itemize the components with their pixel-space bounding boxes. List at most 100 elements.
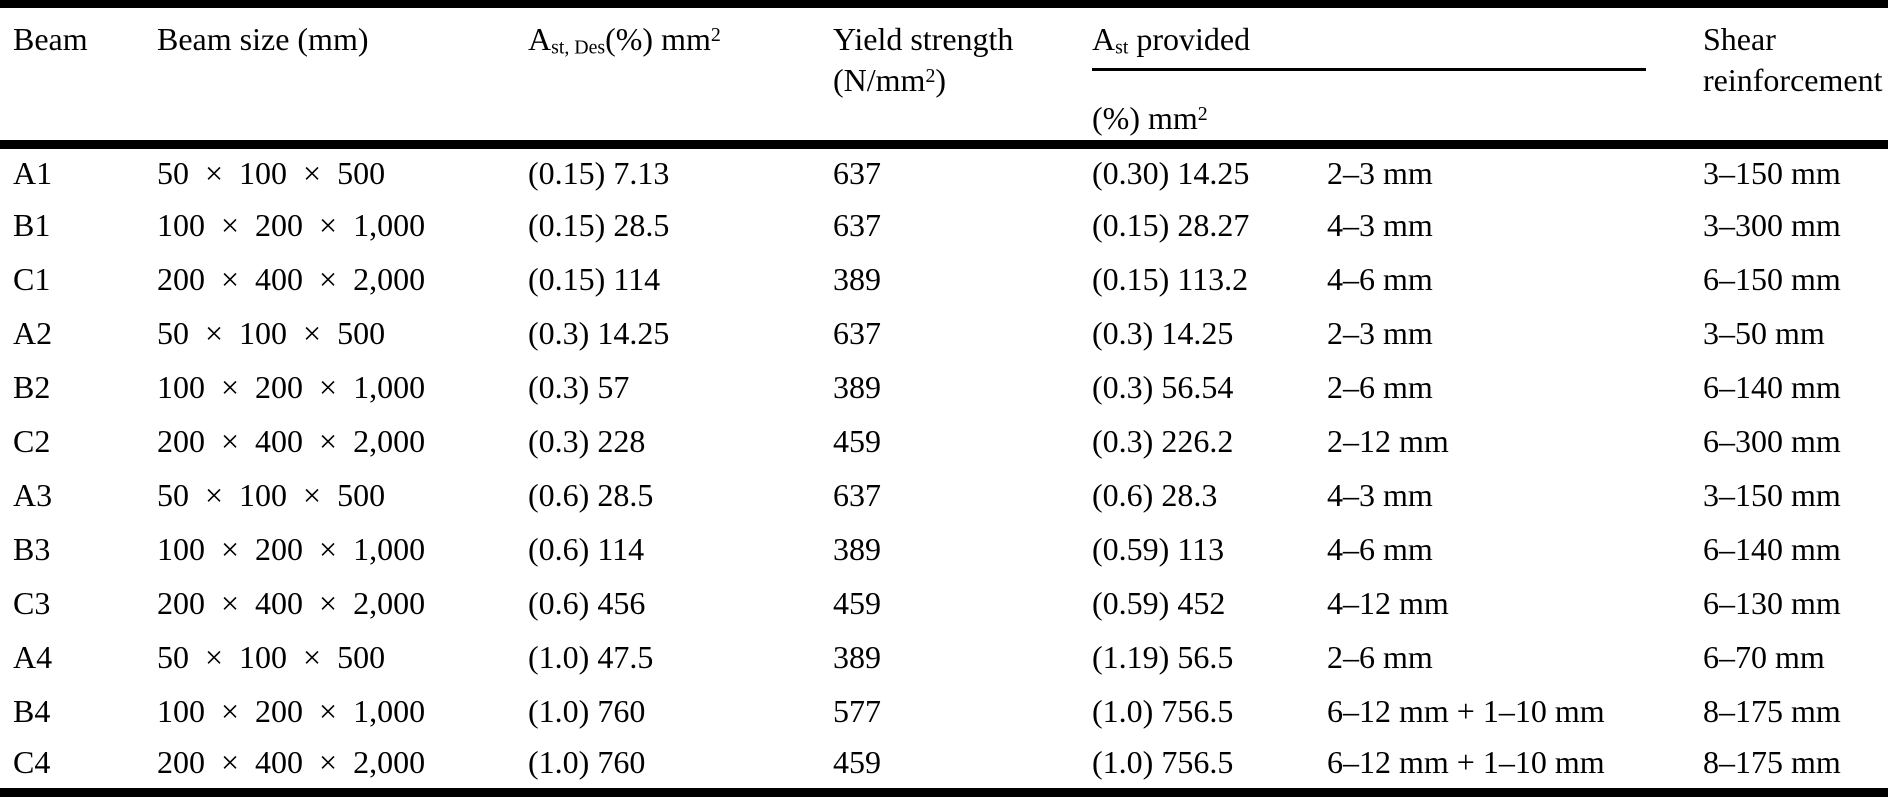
cell-yield-strength: 459 (833, 744, 881, 781)
col-header-beam-size: Beam size (mm) (157, 4, 528, 144)
cell-beam: C4 (13, 744, 51, 781)
cell-beam: C1 (13, 260, 51, 297)
cell-yield-strength: 577 (833, 692, 881, 729)
cell-beam: A1 (13, 154, 53, 191)
cell-shear-reinforcement: 3–300 mm (1703, 206, 1841, 243)
yield-unit-open: (N/mm (833, 62, 926, 98)
cell-beam-size: 100 × 200 × 1,000 (157, 368, 426, 405)
cell-yield-strength: 637 (833, 154, 881, 191)
table-row: C2 200 × 400 × 2,000 (0.3) 228 459 (0.3)… (0, 414, 1888, 468)
col-subheader-percent-mm2: (%) mm2 (1092, 71, 1703, 144)
table-row: A1 50 × 100 × 500 (0.15) 7.13 637 (0.30)… (0, 144, 1888, 198)
cell-ast-provided: (1.19) 56.5 (1092, 638, 1234, 675)
cell-beam-size: 50 × 100 × 500 (157, 314, 386, 351)
cell-ast-provided: (0.15) 28.27 (1092, 206, 1250, 243)
cell-beam: A4 (13, 638, 53, 675)
table-header: Beam Beam size (mm) Ast, Des(%) mm2 Yiel… (0, 4, 1888, 144)
ast-des-superscript: 2 (710, 24, 721, 47)
cell-bar-arrangement: 2–6 mm (1327, 638, 1433, 675)
cell-ast-des: (1.0) 760 (528, 692, 646, 729)
cell-beam-size: 200 × 400 × 2,000 (157, 744, 426, 781)
cell-beam: A3 (13, 476, 53, 513)
ast-des-unit: (%) mm (605, 21, 711, 57)
cell-shear-reinforcement: 8–175 mm (1703, 692, 1841, 729)
table-row: C3 200 × 400 × 2,000 (0.6) 456 459 (0.59… (0, 576, 1888, 630)
percent-mm2-superscript: 2 (1197, 103, 1208, 126)
cell-beam: A2 (13, 314, 53, 351)
cell-beam-size: 200 × 400 × 2,000 (157, 422, 426, 459)
cell-bar-arrangement: 6–12 mm + 1–10 mm (1327, 744, 1605, 781)
cell-bar-arrangement: 2–6 mm (1327, 368, 1433, 405)
cell-ast-des: (0.6) 28.5 (528, 476, 654, 513)
table-row: A4 50 × 100 × 500 (1.0) 47.5 389 (1.19) … (0, 630, 1888, 684)
cell-yield-strength: 459 (833, 584, 881, 621)
cell-bar-arrangement: 4–12 mm (1327, 584, 1449, 621)
col-header-ast-provided: Ast provided (1092, 4, 1703, 71)
cell-bar-arrangement: 6–12 mm + 1–10 mm (1327, 692, 1605, 729)
cell-yield-strength: 389 (833, 530, 881, 567)
cell-ast-des: (1.0) 47.5 (528, 638, 654, 675)
cell-beam: B4 (13, 692, 51, 729)
cell-ast-provided: (0.3) 56.54 (1092, 368, 1234, 405)
col-header-beam: Beam (0, 4, 157, 144)
cell-beam: C2 (13, 422, 51, 459)
shear-header-line2: reinforcement (1703, 62, 1883, 98)
table-row: B4 100 × 200 × 1,000 (1.0) 760 577 (1.0)… (0, 684, 1888, 738)
spanner-rule (1092, 68, 1646, 71)
cell-yield-strength: 459 (833, 422, 881, 459)
cell-ast-des: (0.6) 114 (528, 530, 645, 567)
cell-beam: C3 (13, 584, 51, 621)
yield-header-line1: Yield strength (833, 21, 1014, 57)
cell-beam-size: 100 × 200 × 1,000 (157, 530, 426, 567)
cell-shear-reinforcement: 8–175 mm (1703, 744, 1841, 781)
cell-ast-des: (0.15) 114 (528, 260, 661, 297)
table-row: A2 50 × 100 × 500 (0.3) 14.25 637 (0.3) … (0, 306, 1888, 360)
percent-mm2-label: (%) mm (1092, 100, 1198, 136)
cell-ast-des: (1.0) 760 (528, 744, 646, 781)
cell-yield-strength: 637 (833, 476, 881, 513)
table-row: C1 200 × 400 × 2,000 (0.15) 114 389 (0.1… (0, 252, 1888, 306)
cell-bar-arrangement: 2–3 mm (1327, 314, 1433, 351)
cell-ast-des: (0.3) 14.25 (528, 314, 670, 351)
cell-shear-reinforcement: 6–70 mm (1703, 638, 1825, 675)
cell-ast-des: (0.3) 57 (528, 368, 630, 405)
table-row: C4 200 × 400 × 2,000 (1.0) 760 459 (1.0)… (0, 738, 1888, 792)
ast-provided-base: A (1092, 21, 1116, 57)
yield-header-line2: (N/mm2) (833, 60, 1092, 101)
cell-ast-provided: (1.0) 756.5 (1092, 692, 1234, 729)
yield-unit-close: ) (935, 62, 947, 98)
cell-beam-size: 200 × 400 × 2,000 (157, 260, 426, 297)
cell-bar-arrangement: 4–6 mm (1327, 260, 1433, 297)
table-row: B1 100 × 200 × 1,000 (0.15) 28.5 637 (0.… (0, 198, 1888, 252)
ast-provided-label: Ast provided (1092, 21, 1250, 57)
cell-beam: B2 (13, 368, 51, 405)
cell-yield-strength: 637 (833, 206, 881, 243)
table-row: B3 100 × 200 × 1,000 (0.6) 114 389 (0.59… (0, 522, 1888, 576)
cell-bar-arrangement: 2–3 mm (1327, 154, 1433, 191)
ast-des-subscript: st, Des (551, 36, 606, 59)
cell-beam-size: 200 × 400 × 2,000 (157, 584, 426, 621)
cell-shear-reinforcement: 6–140 mm (1703, 368, 1841, 405)
cell-ast-provided: (0.30) 14.25 (1092, 154, 1250, 191)
cell-ast-des: (0.15) 7.13 (528, 154, 670, 191)
cell-yield-strength: 637 (833, 314, 881, 351)
cell-shear-reinforcement: 3–150 mm (1703, 476, 1841, 513)
col-header-yield-strength: Yield strength (N/mm2) (833, 4, 1092, 144)
cell-ast-des: (0.15) 28.5 (528, 206, 670, 243)
cell-yield-strength: 389 (833, 638, 881, 675)
cell-shear-reinforcement: 6–300 mm (1703, 422, 1841, 459)
cell-beam: B1 (13, 206, 51, 243)
col-header-beam-size-label: Beam size (mm) (157, 21, 369, 57)
ast-provided-subscript: st (1115, 36, 1129, 59)
cell-ast-provided: (0.6) 28.3 (1092, 476, 1218, 513)
cell-beam-size: 100 × 200 × 1,000 (157, 206, 426, 243)
cell-beam-size: 50 × 100 × 500 (157, 154, 386, 191)
col-header-shear-reinforcement: Shear reinforcement (1703, 4, 1888, 144)
col-header-beam-label: Beam (13, 21, 88, 57)
cell-ast-provided: (0.3) 14.25 (1092, 314, 1234, 351)
cell-shear-reinforcement: 6–150 mm (1703, 260, 1841, 297)
table-row: A3 50 × 100 × 500 (0.6) 28.5 637 (0.6) 2… (0, 468, 1888, 522)
table-body: A1 50 × 100 × 500 (0.15) 7.13 637 (0.30)… (0, 144, 1888, 792)
